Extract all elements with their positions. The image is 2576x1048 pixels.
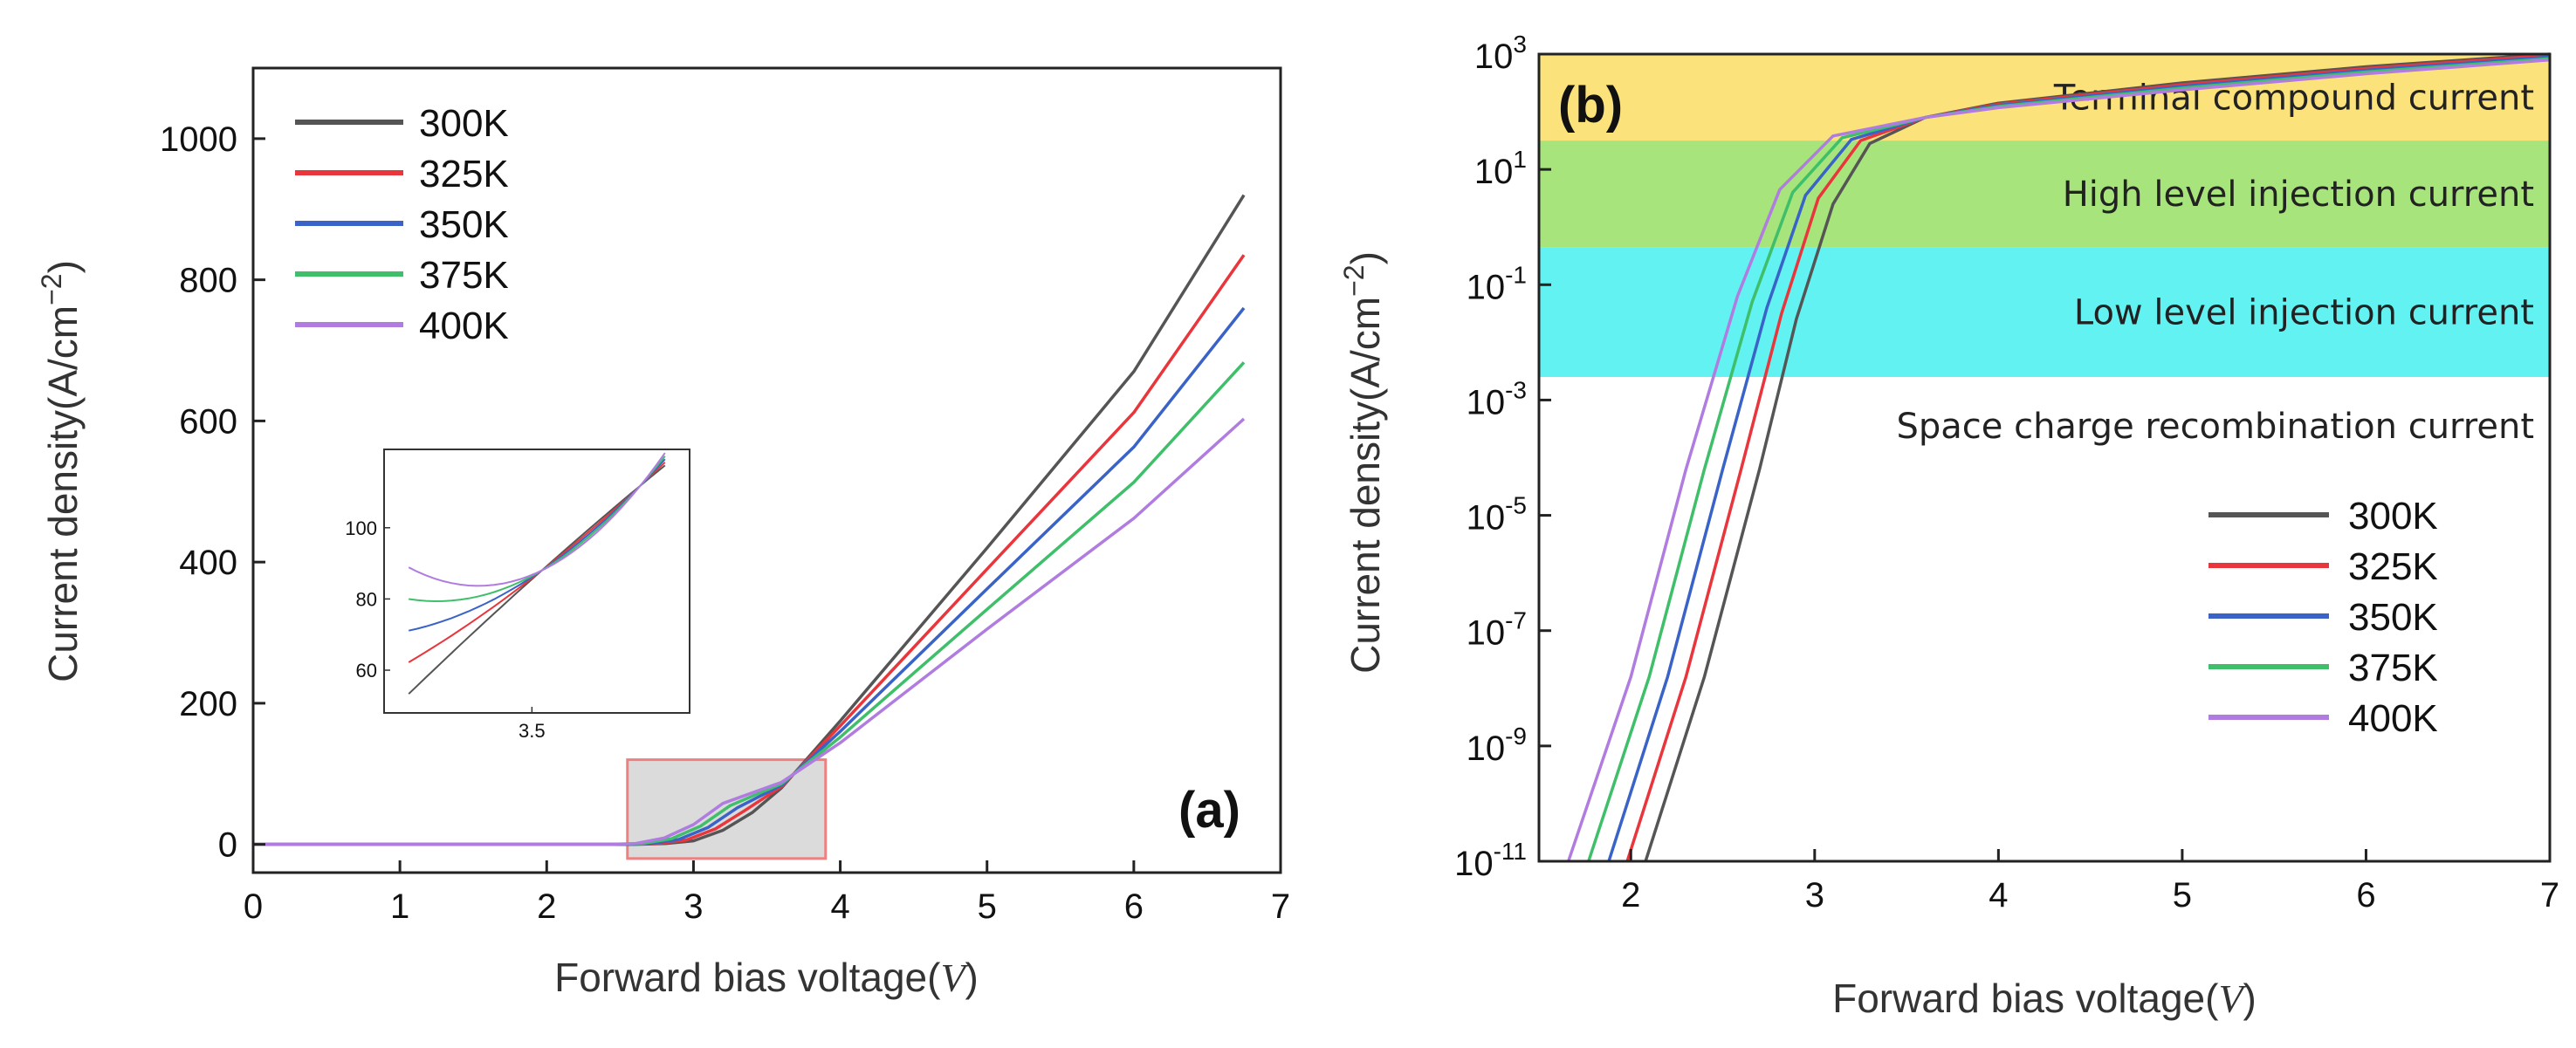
panel-b: Terminal compound current High level inje… xyxy=(1338,31,2559,1021)
region-label: Low level injection current xyxy=(2074,293,2534,333)
inset-y-tick-label: 60 xyxy=(356,660,377,682)
y-axis-title-b: Current density(A/cm−2) xyxy=(1338,251,1388,674)
region-label: High level injection current xyxy=(2063,175,2534,215)
y-tick-label-a: 800 xyxy=(179,262,237,300)
y-tick-label-a: 200 xyxy=(179,685,237,723)
series-line-b-325K xyxy=(1625,53,2551,862)
plot-a-frame xyxy=(251,66,1282,874)
region-band-1 xyxy=(1539,140,2550,248)
legend-label-b: 325K xyxy=(2348,545,2438,588)
legend-label-b: 375K xyxy=(2348,647,2438,689)
x-tick-label-b: 2 xyxy=(1621,876,1640,914)
x-tick-label-a: 1 xyxy=(390,887,409,926)
y-tick-label-a: 1000 xyxy=(160,120,237,159)
x-tick-label-b: 4 xyxy=(1989,876,2008,914)
y-tick-label-b: 101 xyxy=(1474,146,1527,191)
inset-y-tick-label: 100 xyxy=(345,517,377,539)
x-tick-label-a: 6 xyxy=(1124,887,1144,926)
series-line-b-400K xyxy=(1567,58,2551,862)
legend-label-a: 325K xyxy=(419,153,509,195)
region-band-2 xyxy=(1539,247,2550,377)
y-tick-label-b: 10-7 xyxy=(1467,607,1527,653)
y-axis-title-a: Current density(A/cm−2) xyxy=(36,260,86,682)
x-axis-title-a: Forward bias voltage(V) xyxy=(554,955,979,1000)
x-tick-label-a: 3 xyxy=(683,887,703,926)
inset-zoom-plot: 60 80 100 3.5 xyxy=(345,449,690,742)
x-tick-label-b: 6 xyxy=(2356,876,2375,914)
y-tick-label-b: 103 xyxy=(1474,31,1527,76)
y-tick-label-b: 10-1 xyxy=(1467,261,1527,306)
x-tick-label-b: 7 xyxy=(2540,876,2559,914)
region-label: Space charge recombination current xyxy=(1896,407,2534,447)
legend-label-b: 300K xyxy=(2348,495,2438,538)
inset-x-tick-label: 3.5 xyxy=(519,720,546,742)
series-line-b-300K xyxy=(1644,52,2551,862)
y-tick-label-b: 10-9 xyxy=(1467,723,1527,768)
region-label: Terminal compound current xyxy=(2053,79,2534,119)
legend-label-b: 350K xyxy=(2348,596,2438,639)
panel-label-a: (a) xyxy=(1178,782,1240,839)
legend-label-a: 400K xyxy=(419,305,509,347)
x-tick-label-a: 7 xyxy=(1271,887,1290,926)
plot-b-frame xyxy=(1537,52,2552,863)
inset-series-line-400K xyxy=(408,452,666,587)
y-tick-label-b: 10-11 xyxy=(1454,838,1527,883)
y-tick-label-a: 0 xyxy=(218,826,237,865)
y-tick-label-a: 400 xyxy=(179,544,237,582)
legend-label-a: 375K xyxy=(419,254,509,297)
x-tick-label-a: 5 xyxy=(978,887,997,926)
inset-y-tick-label: 80 xyxy=(356,588,377,610)
y-tick-label-a: 600 xyxy=(179,402,237,441)
x-tick-label-a: 0 xyxy=(244,887,263,926)
panel-a: 0 1 2 3 4 5 6 7 0 200 400 600 800 1000 300K 325K 350K 3… xyxy=(36,66,1290,1000)
x-tick-label-a: 2 xyxy=(537,887,556,926)
x-tick-label-b: 3 xyxy=(1805,876,1824,914)
panel-label-b: (b) xyxy=(1558,77,1623,134)
series-line-b-350K xyxy=(1607,55,2551,862)
x-axis-title-b: Forward bias voltage(V) xyxy=(1832,976,2257,1021)
x-tick-label-b: 5 xyxy=(2173,876,2192,914)
legend-label-b: 400K xyxy=(2348,697,2438,740)
series-line-b-375K xyxy=(1587,57,2551,862)
x-tick-label-a: 4 xyxy=(830,887,849,926)
series-line-a-400K xyxy=(253,417,1246,846)
legend-label-a: 350K xyxy=(419,203,509,246)
legend-label-a: 300K xyxy=(419,102,509,145)
y-tick-label-b: 10-5 xyxy=(1467,492,1527,538)
y-tick-label-b: 10-3 xyxy=(1467,376,1527,421)
